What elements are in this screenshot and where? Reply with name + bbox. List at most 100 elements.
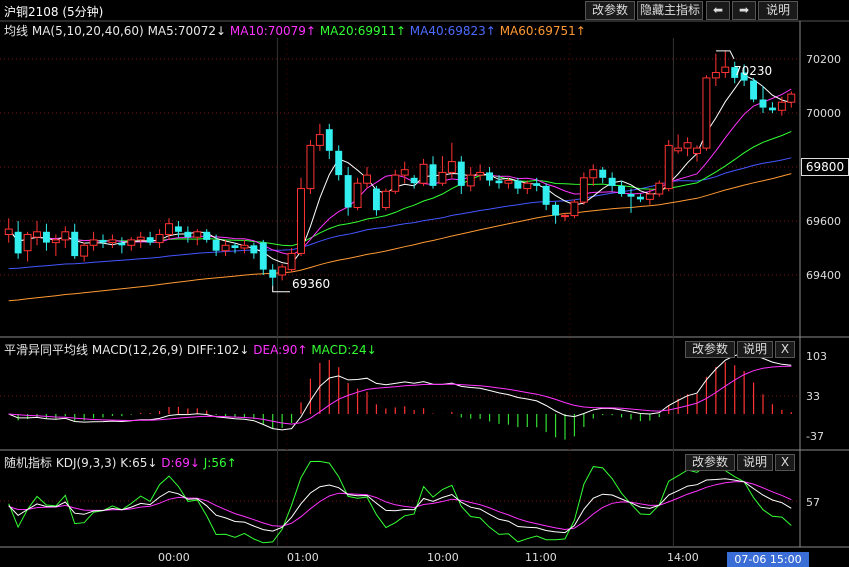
price-tick: 69400 xyxy=(806,269,841,282)
kdj-tick: 57 xyxy=(806,496,820,509)
candle-body xyxy=(674,147,683,152)
candle-body xyxy=(466,174,475,187)
macd-value: MACD:24↓ xyxy=(311,343,377,357)
candle-body xyxy=(372,188,380,211)
macd-tick: 33 xyxy=(806,390,820,403)
cursor-time-label: 07-06 15:00 xyxy=(727,552,809,567)
candle-body xyxy=(579,177,588,203)
time-tick: 14:00 xyxy=(667,551,699,564)
candle-body xyxy=(514,180,522,189)
candle-body xyxy=(80,244,89,257)
macd-indicator-name: 平滑异同平均线 xyxy=(4,343,89,357)
candle-body xyxy=(759,99,767,108)
candle-body xyxy=(71,231,79,257)
d-line xyxy=(8,481,792,531)
ma5-value: MA5:70072↓ xyxy=(147,24,227,38)
candle-body xyxy=(391,174,400,192)
kdj-change-params-button[interactable]: 改参数 xyxy=(685,454,735,471)
candle-body xyxy=(4,228,13,236)
time-tick: 01:00 xyxy=(287,551,319,564)
candle-body xyxy=(136,236,145,241)
candle-body xyxy=(750,80,758,100)
candle-body xyxy=(476,171,485,176)
candle-body xyxy=(438,171,447,184)
top-bar: 沪铜2108 (5分钟) 改参数 隐藏主指标 ⬅ ➡ 说明 xyxy=(0,0,849,20)
candle-body xyxy=(278,266,287,276)
macd-help-button[interactable]: 说明 xyxy=(737,341,773,358)
help-button[interactable]: 说明 xyxy=(758,1,798,20)
macd-params: MACD(12,26,9) xyxy=(91,343,183,357)
j-value: J:56↑ xyxy=(203,456,237,470)
candle-body xyxy=(664,144,673,190)
candle-body xyxy=(561,215,569,218)
candle-body xyxy=(315,134,324,146)
time-tick: 10:00 xyxy=(427,551,459,564)
candle-body xyxy=(381,190,390,209)
candle-body xyxy=(447,161,456,173)
arrow-right-icon[interactable]: ➡ xyxy=(732,1,756,20)
candle-body xyxy=(127,239,136,246)
candle-body xyxy=(363,174,371,184)
candle-body xyxy=(740,72,748,81)
candle-body xyxy=(410,177,418,184)
macd-tick: -37 xyxy=(806,430,824,443)
candle-body xyxy=(61,231,70,241)
candle-body xyxy=(184,231,192,238)
low-annotation: 69360 xyxy=(292,277,331,291)
candle-body xyxy=(23,234,32,252)
candle-body xyxy=(589,169,598,179)
candle-body xyxy=(655,182,664,195)
kdj-params: KDJ(9,3,3) xyxy=(55,456,117,470)
candle-body xyxy=(325,129,333,151)
candle-body xyxy=(419,163,428,184)
ma10-value: MA10:70079↑ xyxy=(229,24,316,38)
k-value: K:65↓ xyxy=(120,456,158,470)
candle-body xyxy=(608,177,616,186)
d-value: D:69↓ xyxy=(161,456,200,470)
candle-body xyxy=(155,234,164,244)
k-line xyxy=(8,478,792,534)
diff-value: DIFF:102↓ xyxy=(186,343,250,357)
candle-body xyxy=(721,66,730,73)
price-tick: 70200 xyxy=(806,53,841,66)
time-tick: 11:00 xyxy=(525,551,557,564)
candle-body xyxy=(193,231,202,238)
change-params-button[interactable]: 改参数 xyxy=(585,1,635,20)
candle-body xyxy=(627,194,635,197)
candle-body xyxy=(33,231,41,238)
kdj-help-button[interactable]: 说明 xyxy=(737,454,773,471)
candle-body xyxy=(768,107,776,111)
candle-body xyxy=(731,67,739,78)
hide-main-indicator-button[interactable]: 隐藏主指标 xyxy=(637,1,703,20)
candle-body xyxy=(306,144,315,190)
candle-body xyxy=(297,188,305,254)
macd-change-params-button[interactable]: 改参数 xyxy=(685,341,735,358)
j-line xyxy=(8,460,792,544)
candle-body xyxy=(429,164,437,186)
arrow-left-icon[interactable]: ⬅ xyxy=(706,1,730,20)
price-tick: 69600 xyxy=(806,215,841,228)
candle-body xyxy=(259,242,267,270)
candle-body xyxy=(552,204,560,216)
candle-body xyxy=(89,239,98,246)
candle-body xyxy=(777,101,786,111)
kdj-close-button[interactable]: X xyxy=(775,454,795,471)
current-price-label: 69800 xyxy=(801,158,849,176)
candle-body xyxy=(203,231,211,240)
candle-body xyxy=(165,223,173,235)
candle-body xyxy=(240,244,249,249)
macd-close-button[interactable]: X xyxy=(775,341,795,358)
ma40-value: MA40:69823↑ xyxy=(409,24,496,38)
candle-body xyxy=(542,185,550,205)
candle-body xyxy=(504,180,513,184)
candle-body xyxy=(523,182,532,190)
candle-body xyxy=(51,239,60,244)
candle-body xyxy=(618,185,626,194)
candle-body xyxy=(353,182,362,208)
candle-body xyxy=(495,180,503,184)
price-tick: 70000 xyxy=(806,107,841,120)
ma20-value: MA20:69911↑ xyxy=(319,24,406,38)
candle-body xyxy=(250,245,258,254)
candle-body xyxy=(287,252,296,271)
high-annotation: 70230 xyxy=(734,64,773,78)
